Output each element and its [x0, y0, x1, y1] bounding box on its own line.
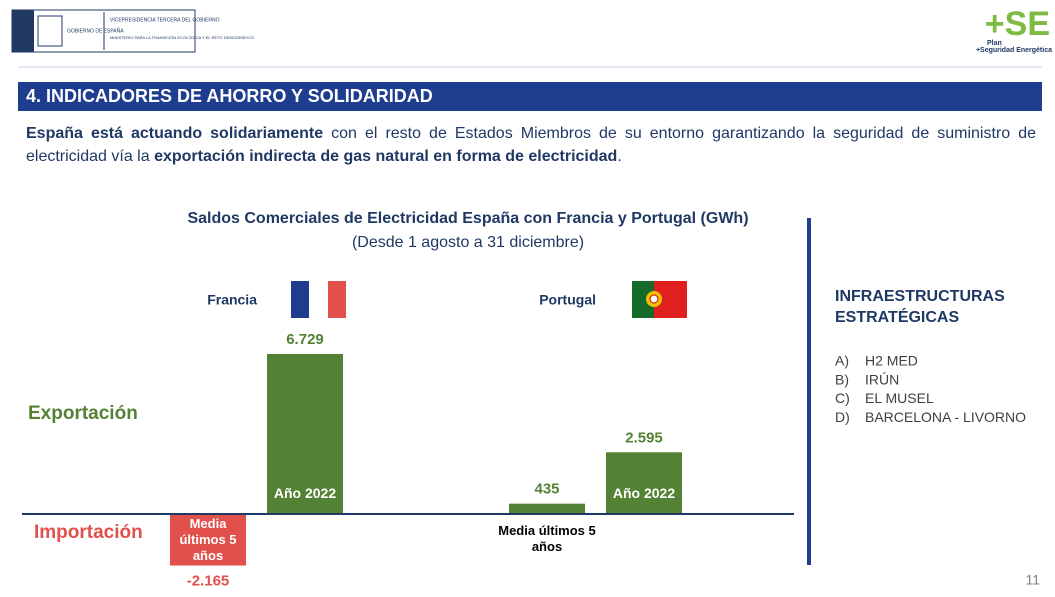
item-text: H2 MED [865, 353, 918, 369]
intro-text: España está actuando solidariamente con … [26, 122, 1036, 168]
bar [606, 452, 682, 515]
item-text: BARCELONA - LIVORNO [865, 409, 1026, 425]
side-title: INFRAESTRUCTURAS ESTRATÉGICAS [835, 288, 1005, 326]
section-band [18, 82, 1042, 111]
value-label: 435 [534, 481, 559, 498]
item-letter: C) [835, 390, 850, 406]
value-label: 2.595 [625, 429, 663, 446]
value-label: 6.729 [286, 331, 324, 348]
item-text: EL MUSEL [865, 390, 934, 406]
item-letter: B) [835, 371, 849, 387]
flag-france [291, 281, 346, 318]
bar-name: Media últimos 5 años [498, 523, 596, 555]
intro-segment: España está actuando solidariamente [26, 125, 324, 142]
eu-strip [12, 10, 34, 52]
bar [509, 503, 585, 515]
plan-subtitle: +Seguridad Energética [976, 47, 1052, 54]
bar-name: Año 2022 [273, 485, 337, 502]
vice-name: VICEPRESIDENCIA TERCERA DEL GOBIERNO [110, 17, 220, 23]
item-letter: D) [835, 409, 850, 425]
category-label: Portugal [539, 292, 596, 308]
intro-segment: con el resto de Estados Miembros de su e… [26, 125, 1036, 165]
flag-portugal [632, 281, 687, 318]
gov-name: GOBIERNO DE ESPAÑA [67, 27, 124, 34]
chart-subtitle: (Desde 1 agosto a 31 diciembre) [352, 234, 584, 251]
ministry-name: MINISTERIO PARA LA TRANSICIÓN ECOLÓGICA … [110, 35, 254, 40]
bar-name: Media últimos 5 años [179, 516, 237, 564]
bar-name: Año 2022 [612, 485, 676, 502]
value-label: -2.165 [187, 572, 230, 589]
intro-segment: . [617, 148, 622, 165]
intro-segment: exportación indirecta de gas natural en … [154, 148, 618, 165]
item-text: IRÚN [865, 371, 899, 387]
export-label: Exportación [28, 403, 138, 424]
plan-logo: +SE [985, 5, 1050, 43]
plan-label: Plan [987, 40, 1002, 47]
item-letter: A) [835, 353, 849, 369]
bar [267, 353, 343, 515]
section-title: 4. INDICADORES DE AHORRO Y SOLIDARIDAD [26, 86, 433, 106]
chart-title: Saldos Comerciales de Electricidad Españ… [187, 210, 748, 227]
category-label: Francia [207, 292, 257, 308]
bar [170, 514, 246, 566]
coat-of-arms [37, 15, 63, 47]
side-divider [807, 218, 811, 565]
import-label: Importación [34, 522, 143, 543]
page-number: 11 [1025, 572, 1040, 588]
